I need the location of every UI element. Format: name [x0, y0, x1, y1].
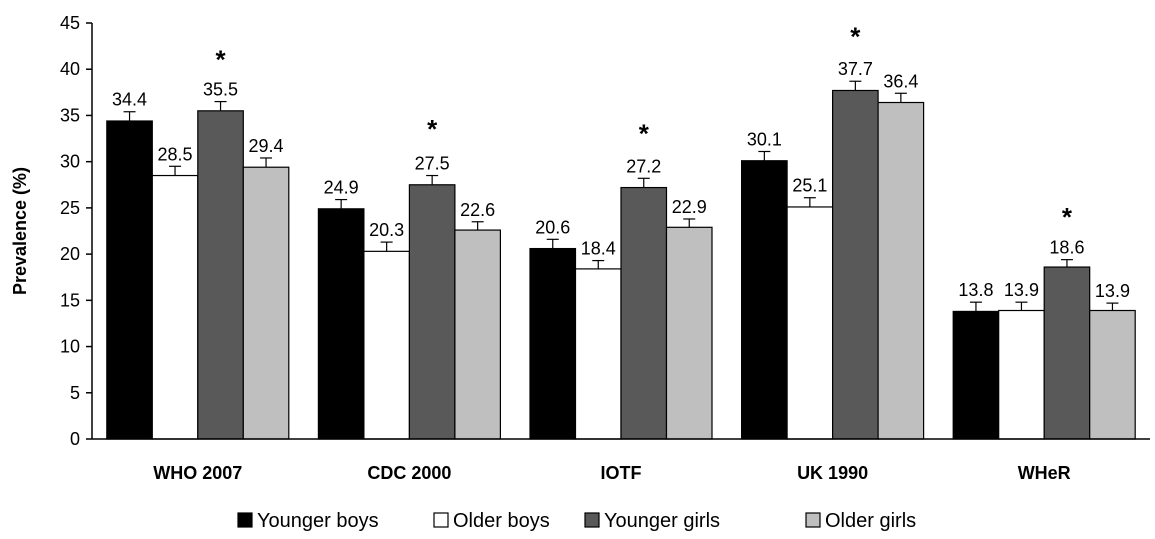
legend-swatch	[805, 512, 821, 528]
y-tick-label: 40	[60, 59, 80, 79]
data-label: 36.4	[883, 71, 918, 91]
y-tick-label: 25	[60, 198, 80, 218]
y-ticks: 0 5 10 15 20 25 30 35 40 45	[60, 13, 92, 449]
error-bars-layer	[123, 80, 1119, 312]
data-label: 34.4	[112, 90, 147, 110]
y-axis-label: Prevalence (%)	[10, 167, 30, 295]
data-label: 35.5	[203, 80, 238, 100]
legend-swatch	[584, 512, 600, 528]
legend-label: Younger girls	[604, 510, 720, 532]
bar	[454, 229, 501, 440]
significance-marker: *	[639, 119, 650, 149]
data-label: 28.5	[158, 144, 193, 164]
significance-marker: *	[215, 45, 226, 75]
bar	[665, 226, 713, 440]
data-label: 30.1	[747, 129, 782, 149]
data-label: 20.3	[369, 220, 404, 240]
data-label: 22.6	[460, 200, 495, 220]
y-tick-label: 20	[60, 244, 80, 264]
data-label: 24.9	[324, 178, 359, 198]
data-label: 13.9	[1095, 281, 1130, 301]
bar	[529, 247, 577, 440]
legend-swatch	[237, 512, 253, 528]
bar	[151, 174, 199, 440]
y-tick-label: 35	[60, 105, 80, 125]
data-label: 37.7	[838, 59, 873, 79]
bar	[317, 208, 365, 440]
bar	[197, 110, 244, 440]
bar	[786, 206, 834, 440]
x-category-label: IOTF	[601, 463, 642, 483]
legend-label: Younger boys	[257, 510, 379, 532]
bar	[574, 268, 622, 440]
data-label: 27.2	[626, 156, 661, 176]
bar	[1043, 266, 1091, 440]
legend-swatch	[433, 512, 449, 528]
bar	[831, 89, 879, 440]
significance-marker: *	[427, 114, 438, 144]
bar	[998, 309, 1045, 440]
data-label: 29.4	[249, 136, 284, 156]
data-label: 18.6	[1049, 238, 1084, 258]
legend-label: Older boys	[453, 510, 550, 532]
y-tick-label: 15	[60, 290, 80, 310]
bar	[952, 310, 1000, 440]
data-label: 13.9	[1004, 280, 1039, 300]
x-category-labels: WHO 2007 CDC 2000 IOTF UK 1990 WHeR	[153, 463, 1070, 483]
significance-marker: *	[850, 22, 861, 52]
x-category-label: UK 1990	[797, 463, 868, 483]
y-tick-label: 10	[60, 337, 80, 357]
bar	[363, 250, 410, 440]
significance-marker: *	[1062, 202, 1073, 232]
data-label: 27.5	[415, 154, 450, 174]
data-label: 25.1	[792, 176, 827, 196]
bar	[106, 120, 153, 440]
legend-label: Older girls	[825, 510, 916, 532]
data-label: 22.9	[672, 197, 707, 217]
bar	[408, 184, 456, 440]
annotations-layer: * * * * *	[215, 22, 1072, 232]
x-category-label: WHeR	[1018, 463, 1071, 483]
y-tick-label: 30	[60, 152, 80, 172]
legend: Younger boys Older boys Younger girls Older…	[237, 510, 916, 532]
data-labels-layer: 34.4 24.9 20.6 30.1 13.8 28.5 20.3 18.4 25.1 13.9…	[112, 59, 1130, 301]
bars-layer	[106, 89, 1136, 440]
data-label: 20.6	[535, 217, 570, 237]
data-label: 18.4	[581, 239, 616, 259]
x-category-label: CDC 2000	[367, 463, 451, 483]
bar	[242, 166, 290, 440]
y-tick-label: 5	[70, 383, 80, 403]
bar	[620, 186, 668, 440]
y-tick-label: 45	[60, 13, 80, 33]
bar	[740, 160, 788, 440]
x-category-label: WHO 2007	[153, 463, 242, 483]
bar	[877, 101, 925, 440]
y-tick-label: 0	[70, 429, 80, 449]
data-label: 13.8	[958, 280, 993, 300]
bar	[1089, 309, 1136, 440]
